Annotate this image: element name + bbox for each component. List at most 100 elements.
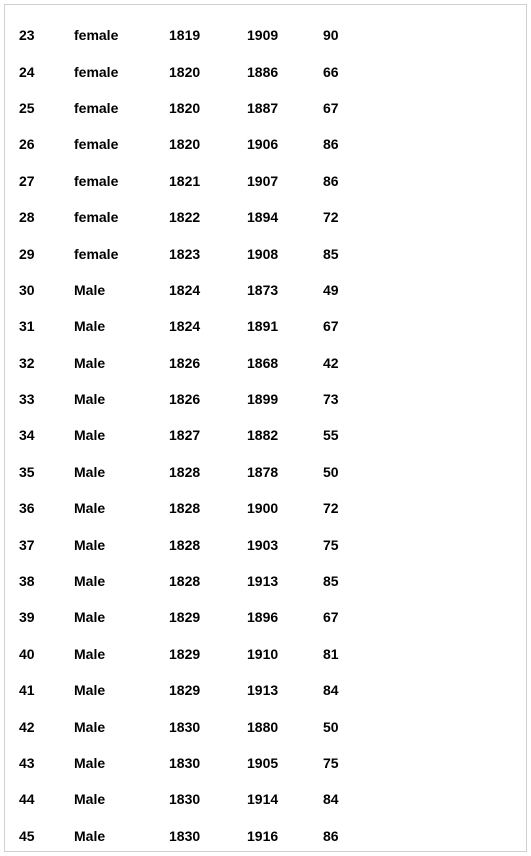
cell-age: 84: [323, 791, 373, 807]
cell-year1: 1828: [169, 537, 247, 553]
cell-age: 67: [323, 100, 373, 116]
cell-age: 72: [323, 500, 373, 516]
cell-index: 44: [19, 791, 74, 807]
cell-age: 72: [323, 209, 373, 225]
table-row: 41Male1829191384: [19, 672, 512, 708]
cell-year2: 1900: [247, 500, 323, 516]
table-row: 38Male1828191385: [19, 563, 512, 599]
table-row: 27female1821190786: [19, 163, 512, 199]
table-row: 36Male1828190072: [19, 490, 512, 526]
table-row: 26female1820190686: [19, 126, 512, 162]
cell-age: 86: [323, 136, 373, 152]
cell-age: 67: [323, 318, 373, 334]
table-row: 34Male1827188255: [19, 417, 512, 453]
cell-age: 75: [323, 755, 373, 771]
cell-year2: 1909: [247, 27, 323, 43]
cell-index: 27: [19, 173, 74, 189]
cell-age: 73: [323, 391, 373, 407]
cell-index: 39: [19, 609, 74, 625]
cell-year2: 1891: [247, 318, 323, 334]
cell-index: 43: [19, 755, 74, 771]
cell-gender: female: [74, 246, 169, 262]
cell-index: 31: [19, 318, 74, 334]
cell-gender: Male: [74, 318, 169, 334]
cell-age: 50: [323, 719, 373, 735]
cell-index: 45: [19, 828, 74, 844]
cell-age: 49: [323, 282, 373, 298]
cell-age: 55: [323, 427, 373, 443]
table-row: 42Male1830188050: [19, 708, 512, 744]
cell-year2: 1914: [247, 791, 323, 807]
table-row: 33Male1826189973: [19, 381, 512, 417]
cell-age: 66: [323, 64, 373, 80]
cell-gender: Male: [74, 355, 169, 371]
cell-year2: 1905: [247, 755, 323, 771]
cell-index: 36: [19, 500, 74, 516]
cell-age: 50: [323, 464, 373, 480]
cell-age: 67: [323, 609, 373, 625]
cell-gender: Male: [74, 427, 169, 443]
table-row: 43Male1830190575: [19, 745, 512, 781]
cell-gender: female: [74, 173, 169, 189]
table-row: 45Male1830191686: [19, 818, 512, 854]
cell-index: 34: [19, 427, 74, 443]
cell-year2: 1916: [247, 828, 323, 844]
cell-year2: 1894: [247, 209, 323, 225]
table-row: 25female1820188767: [19, 90, 512, 126]
cell-index: 40: [19, 646, 74, 662]
cell-index: 28: [19, 209, 74, 225]
cell-index: 32: [19, 355, 74, 371]
cell-gender: Male: [74, 500, 169, 516]
cell-year1: 1821: [169, 173, 247, 189]
cell-gender: Male: [74, 609, 169, 625]
cell-year1: 1829: [169, 646, 247, 662]
cell-year2: 1913: [247, 573, 323, 589]
cell-age: 90: [323, 27, 373, 43]
cell-gender: female: [74, 136, 169, 152]
cell-year2: 1906: [247, 136, 323, 152]
data-table-container: 23female181919099024female182018866625fe…: [4, 4, 527, 852]
cell-gender: Male: [74, 791, 169, 807]
cell-year2: 1880: [247, 719, 323, 735]
cell-year1: 1820: [169, 100, 247, 116]
table-row: 35Male1828187850: [19, 454, 512, 490]
cell-index: 42: [19, 719, 74, 735]
table-row: 29female1823190885: [19, 235, 512, 271]
cell-age: 86: [323, 828, 373, 844]
cell-year1: 1830: [169, 755, 247, 771]
cell-age: 85: [323, 573, 373, 589]
table-row: 40Male1829191081: [19, 636, 512, 672]
cell-index: 35: [19, 464, 74, 480]
cell-index: 30: [19, 282, 74, 298]
cell-year2: 1868: [247, 355, 323, 371]
cell-year1: 1830: [169, 828, 247, 844]
cell-year1: 1820: [169, 136, 247, 152]
cell-year1: 1824: [169, 282, 247, 298]
cell-year1: 1820: [169, 64, 247, 80]
cell-gender: Male: [74, 391, 169, 407]
cell-age: 85: [323, 246, 373, 262]
table-row: 32Male1826186842: [19, 345, 512, 381]
cell-age: 75: [323, 537, 373, 553]
cell-year1: 1826: [169, 355, 247, 371]
cell-index: 41: [19, 682, 74, 698]
cell-gender: Male: [74, 755, 169, 771]
table-row: 44Male1830191484: [19, 781, 512, 817]
cell-index: 29: [19, 246, 74, 262]
cell-index: 25: [19, 100, 74, 116]
table-row: 28female1822189472: [19, 199, 512, 235]
table-row: 39Male1829189667: [19, 599, 512, 635]
cell-year1: 1822: [169, 209, 247, 225]
table-row: 23female1819190990: [19, 17, 512, 53]
cell-gender: Male: [74, 537, 169, 553]
cell-year1: 1827: [169, 427, 247, 443]
cell-index: 26: [19, 136, 74, 152]
cell-gender: female: [74, 209, 169, 225]
cell-gender: Male: [74, 719, 169, 735]
cell-year2: 1886: [247, 64, 323, 80]
cell-year2: 1908: [247, 246, 323, 262]
cell-gender: female: [74, 27, 169, 43]
table-row: 30Male1824187349: [19, 272, 512, 308]
cell-index: 33: [19, 391, 74, 407]
cell-year2: 1913: [247, 682, 323, 698]
